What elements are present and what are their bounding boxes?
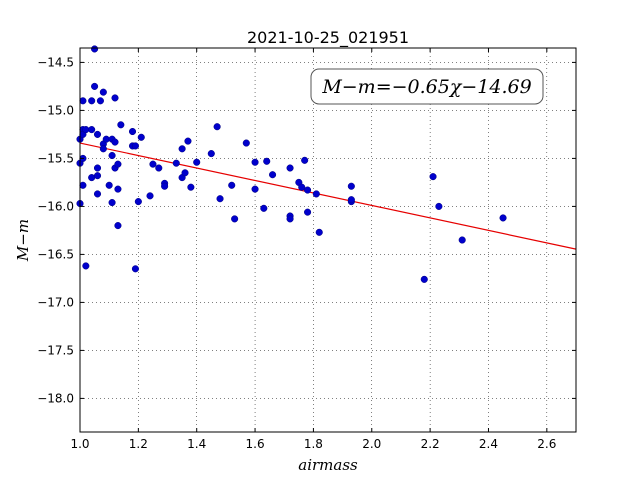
plot-area [80, 48, 576, 432]
data-point [251, 158, 259, 166]
data-point [286, 164, 294, 172]
y-tick-label: −15.5 [37, 151, 74, 165]
y-tick-label: −15.0 [37, 103, 74, 117]
data-point [88, 97, 96, 105]
plot-frame [79, 47, 577, 433]
data-point [114, 160, 122, 168]
data-point [251, 185, 259, 193]
data-point [137, 133, 145, 141]
data-point [193, 158, 201, 166]
data-point [108, 199, 116, 207]
y-axis-label: M−m [14, 219, 32, 262]
x-tick-label: 1.2 [129, 437, 148, 451]
data-point [114, 185, 122, 193]
data-point [213, 123, 221, 131]
x-tick-label: 1.4 [187, 437, 206, 451]
y-tick-label: −18.0 [37, 391, 74, 405]
data-point [263, 157, 271, 165]
data-point [187, 183, 195, 191]
data-point [93, 172, 102, 180]
y-tick-label: −16.5 [37, 247, 74, 261]
data-point [312, 190, 320, 198]
y-tick-label: −17.5 [37, 343, 74, 357]
data-point [315, 228, 323, 236]
data-point [231, 215, 239, 223]
data-point [301, 156, 309, 164]
data-point [134, 198, 142, 206]
data-point [131, 142, 139, 150]
data-point [178, 145, 186, 153]
data-point [242, 139, 250, 147]
data-point [172, 159, 180, 167]
data-point [347, 196, 355, 204]
data-point [96, 97, 104, 105]
data-point [347, 182, 355, 190]
data-point [207, 150, 215, 158]
data-point [114, 222, 122, 230]
data-point [111, 138, 119, 146]
data-point [181, 169, 189, 177]
data-point [435, 202, 443, 210]
axis-ticks [79, 48, 576, 432]
data-point [117, 121, 125, 129]
data-point [93, 164, 102, 172]
data-point [429, 173, 437, 181]
data-point [99, 145, 107, 153]
x-tick-label: 2.0 [362, 437, 381, 451]
x-tick-label: 2.4 [479, 437, 498, 451]
grid [79, 48, 576, 432]
x-axis-label: airmass [298, 456, 358, 474]
data-point [105, 181, 113, 189]
y-tick-label: −16.0 [37, 199, 74, 213]
data-points [76, 45, 507, 283]
x-tick-label: 1.6 [246, 437, 265, 451]
fit-line [79, 142, 577, 250]
data-point [304, 208, 312, 216]
fit-equation-box: M−m=−0.65χ−14.69 [310, 68, 544, 105]
data-point [128, 127, 137, 136]
data-point [269, 171, 277, 179]
x-tick-label: 2.6 [537, 437, 556, 451]
fit-line-group [79, 142, 577, 250]
data-point [82, 262, 90, 270]
data-point [499, 214, 507, 222]
data-point [131, 265, 139, 273]
data-point [228, 181, 236, 189]
data-point [260, 204, 268, 212]
data-point [111, 94, 119, 102]
data-point [149, 160, 157, 168]
data-point [79, 97, 87, 105]
data-point [458, 236, 466, 244]
equation-box-frame [310, 68, 544, 105]
data-point [298, 183, 306, 191]
data-point [93, 190, 102, 198]
y-tick-label: −14.5 [37, 55, 74, 69]
data-point [91, 82, 99, 90]
data-point [155, 164, 163, 172]
x-tick-labels: 1.0 1.2 1.4 1.6 1.8 2.0 2.2 2.4 2.6 [70, 437, 556, 451]
y-tick-label: −17.0 [37, 295, 74, 309]
data-point [304, 186, 312, 194]
data-point [184, 137, 192, 145]
x-tick-label: 2.2 [421, 437, 440, 451]
data-point [99, 88, 107, 96]
x-tick-label: 1.8 [304, 437, 323, 451]
data-point [88, 126, 96, 134]
data-point [91, 45, 99, 53]
x-tick-label: 1.0 [70, 437, 89, 451]
data-point [286, 215, 294, 223]
data-point [216, 195, 224, 203]
data-point [420, 275, 428, 283]
data-point [146, 192, 154, 200]
data-point [108, 151, 116, 160]
data-point [161, 182, 169, 190]
fit-equation: M−m=−0.65χ−14.69 [321, 76, 531, 98]
data-point [79, 181, 87, 189]
chart-title: 2021-10-25_021951 [247, 28, 409, 48]
y-tick-labels: −14.5 −15.0 −15.5 −16.0 −16.5 −17.0 −17.5 −18.0 [37, 55, 74, 405]
data-point [93, 130, 102, 138]
